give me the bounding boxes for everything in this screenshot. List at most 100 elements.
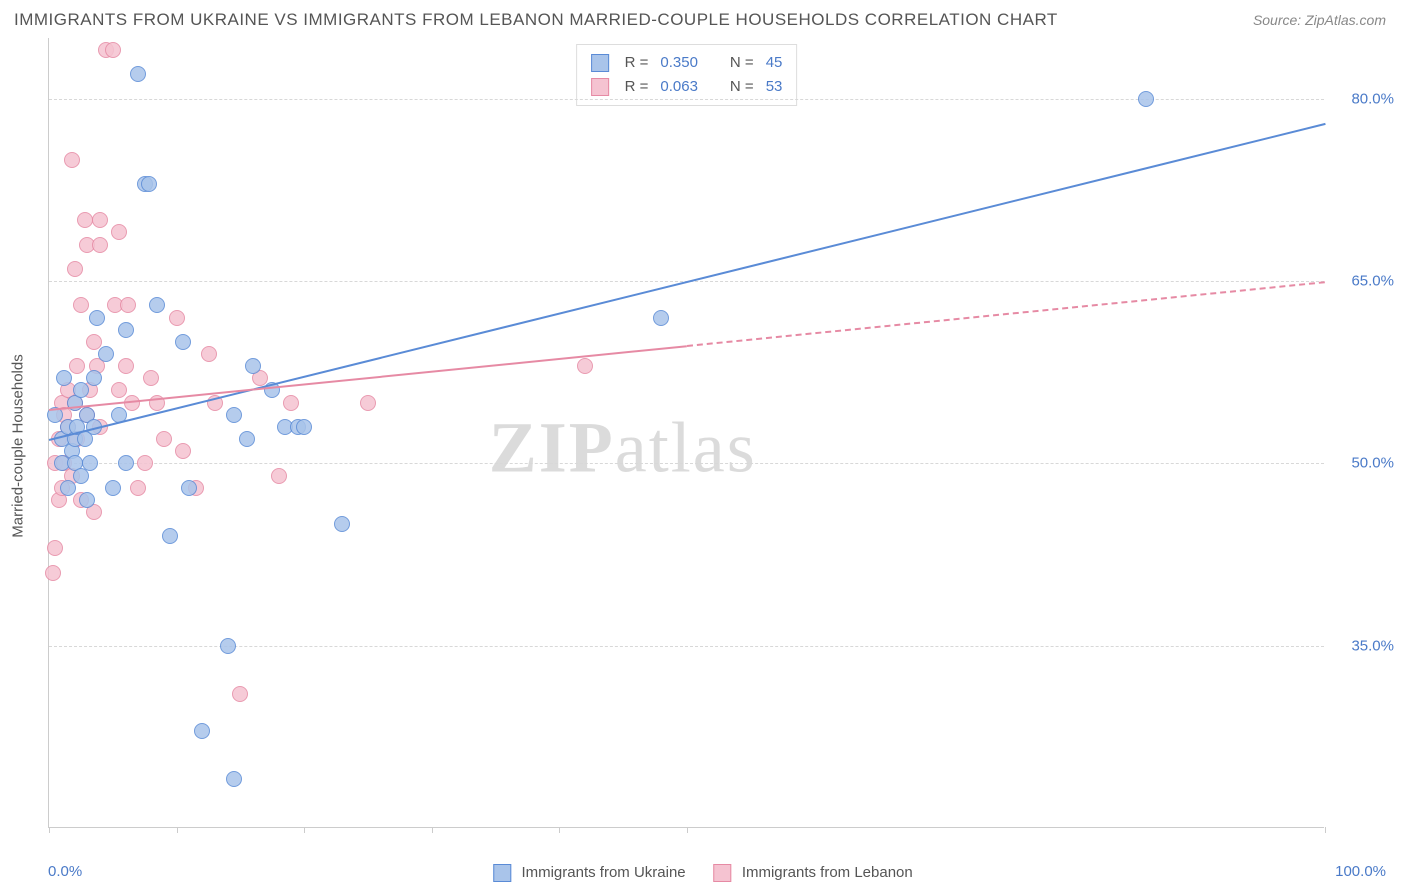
trend-line: [687, 281, 1325, 347]
data-point: [73, 297, 89, 313]
data-point: [226, 407, 242, 423]
data-point: [162, 528, 178, 544]
n-label: N =: [730, 75, 754, 99]
data-point: [141, 176, 157, 192]
swatch-lebanon-icon: [591, 78, 609, 96]
y-tick-label: 80.0%: [1334, 90, 1394, 107]
source-attribution: Source: ZipAtlas.com: [1253, 12, 1386, 28]
data-point: [283, 395, 299, 411]
x-axis-min-label: 0.0%: [48, 863, 82, 880]
r-label: R =: [625, 51, 649, 75]
data-point: [118, 455, 134, 471]
data-point: [181, 480, 197, 496]
legend-label: Immigrants from Ukraine: [521, 864, 685, 881]
data-point: [577, 358, 593, 374]
x-tick: [559, 827, 560, 833]
data-point: [130, 66, 146, 82]
data-point: [226, 771, 242, 787]
x-axis-max-label: 100.0%: [1335, 863, 1386, 880]
data-point: [105, 42, 121, 58]
data-point: [89, 310, 105, 326]
data-point: [156, 431, 172, 447]
data-point: [56, 370, 72, 386]
data-point: [220, 638, 236, 654]
gridline: [49, 646, 1324, 647]
data-point: [149, 297, 165, 313]
data-point: [111, 224, 127, 240]
data-point: [120, 297, 136, 313]
n-value: 53: [766, 75, 783, 99]
data-point: [169, 310, 185, 326]
data-point: [232, 686, 248, 702]
legend-row-lebanon: R = 0.063 N = 53: [591, 75, 783, 99]
correlation-legend: R = 0.350 N = 45 R = 0.063 N = 53: [576, 44, 798, 106]
data-point: [334, 516, 350, 532]
x-tick: [49, 827, 50, 833]
r-value: 0.350: [660, 51, 698, 75]
swatch-ukraine-icon: [591, 54, 609, 72]
data-point: [69, 358, 85, 374]
gridline: [49, 99, 1324, 100]
n-value: 45: [766, 51, 783, 75]
data-point: [45, 565, 61, 581]
legend-label: Immigrants from Lebanon: [742, 864, 913, 881]
x-tick: [304, 827, 305, 833]
data-point: [92, 237, 108, 253]
x-tick: [687, 827, 688, 833]
data-point: [77, 212, 93, 228]
data-point: [98, 346, 114, 362]
data-point: [175, 334, 191, 350]
swatch-ukraine-icon: [493, 864, 511, 882]
chart-title: IMMIGRANTS FROM UKRAINE VS IMMIGRANTS FR…: [14, 10, 1058, 30]
watermark-zip: ZIP: [489, 408, 615, 488]
data-point: [201, 346, 217, 362]
data-point: [143, 370, 159, 386]
x-tick: [177, 827, 178, 833]
data-point: [194, 723, 210, 739]
y-tick-label: 50.0%: [1334, 455, 1394, 472]
data-point: [64, 152, 80, 168]
data-point: [296, 419, 312, 435]
data-point: [175, 443, 191, 459]
data-point: [86, 370, 102, 386]
data-point: [73, 382, 89, 398]
y-tick-label: 65.0%: [1334, 273, 1394, 290]
legend-row-ukraine: R = 0.350 N = 45: [591, 51, 783, 75]
data-point: [111, 382, 127, 398]
data-point: [245, 358, 261, 374]
data-point: [271, 468, 287, 484]
chart-container: IMMIGRANTS FROM UKRAINE VS IMMIGRANTS FR…: [0, 0, 1406, 892]
data-point: [79, 492, 95, 508]
data-point: [118, 358, 134, 374]
y-tick-label: 35.0%: [1334, 637, 1394, 654]
data-point: [1138, 91, 1154, 107]
trend-line: [49, 123, 1325, 441]
data-point: [92, 212, 108, 228]
data-point: [118, 322, 134, 338]
data-point: [105, 480, 121, 496]
data-point: [360, 395, 376, 411]
watermark-atlas: atlas: [615, 408, 757, 488]
plot-area: ZIPatlas R = 0.350 N = 45 R = 0.063 N = …: [48, 38, 1324, 828]
swatch-lebanon-icon: [714, 864, 732, 882]
n-label: N =: [730, 51, 754, 75]
data-point: [82, 455, 98, 471]
legend-item-lebanon: Immigrants from Lebanon: [714, 864, 913, 882]
r-label: R =: [625, 75, 649, 99]
x-tick: [432, 827, 433, 833]
data-point: [67, 261, 83, 277]
data-point: [653, 310, 669, 326]
watermark: ZIPatlas: [489, 407, 757, 490]
data-point: [60, 480, 76, 496]
data-point: [239, 431, 255, 447]
data-point: [47, 540, 63, 556]
data-point: [130, 480, 146, 496]
legend-item-ukraine: Immigrants from Ukraine: [493, 864, 685, 882]
y-axis-title: Married-couple Households: [10, 354, 27, 537]
r-value: 0.063: [660, 75, 698, 99]
gridline: [49, 463, 1324, 464]
series-legend: Immigrants from Ukraine Immigrants from …: [493, 864, 912, 882]
x-tick: [1325, 827, 1326, 833]
data-point: [86, 334, 102, 350]
data-point: [137, 455, 153, 471]
